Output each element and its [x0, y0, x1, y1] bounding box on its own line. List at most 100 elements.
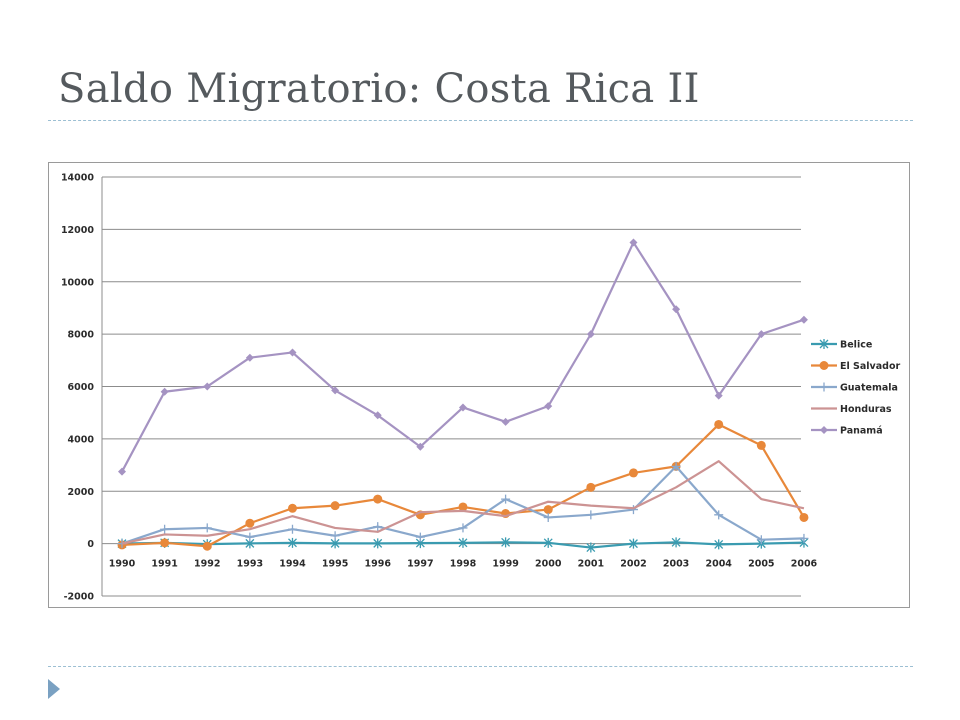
x-tick-label: 2003: [663, 559, 689, 570]
data-point: [714, 419, 724, 429]
data-point: [245, 532, 255, 542]
data-point: [628, 468, 638, 478]
data-point: [287, 524, 297, 534]
data-point: [629, 538, 638, 549]
data-point: [373, 411, 382, 420]
x-tick-label: 2001: [578, 559, 604, 570]
data-point: [629, 238, 638, 247]
data-point: [287, 503, 297, 513]
legend-label: Honduras: [840, 404, 892, 415]
data-point: [160, 387, 169, 396]
data-point: [203, 382, 212, 391]
y-tick-label: 2000: [68, 487, 95, 498]
data-point: [160, 524, 170, 534]
data-point: [756, 440, 766, 450]
series-line: [121, 241, 805, 473]
x-tick-label: 1992: [194, 559, 220, 570]
title-divider: [48, 120, 913, 121]
legend-marker: [819, 361, 829, 370]
series-honduras: [121, 460, 805, 545]
x-tick-label: 1993: [237, 559, 263, 570]
data-point: [799, 533, 809, 543]
x-tick-label: 2005: [748, 559, 774, 570]
data-point: [330, 531, 340, 541]
legend-label: Guatemala: [840, 383, 898, 394]
legend-entry: El Salvador: [811, 361, 900, 372]
x-tick-label: 1991: [151, 559, 177, 570]
data-point: [331, 386, 340, 395]
y-tick-label: 0: [87, 539, 94, 550]
x-tick-label: 1996: [365, 559, 392, 570]
data-point: [202, 523, 212, 533]
data-point: [543, 505, 553, 515]
legend: Belice El Salvador Guatemala Honduras Panamá: [811, 339, 900, 437]
legend-marker: [820, 426, 828, 434]
x-tick-label: 2006: [791, 559, 818, 570]
data-point: [288, 348, 297, 357]
legend-marker: [819, 382, 829, 392]
x-tick-label: 2004: [705, 559, 732, 570]
slide-title: Saldo Migratorio: Costa Rica II: [58, 66, 700, 112]
data-point: [757, 330, 766, 339]
data-point: [245, 518, 255, 528]
data-point: [671, 537, 681, 548]
data-point: [373, 538, 383, 549]
data-point: [544, 402, 553, 411]
data-point: [245, 353, 254, 362]
x-tick-label: 2000: [535, 559, 562, 570]
data-point: [501, 417, 510, 426]
x-tick-label: 1998: [450, 559, 477, 570]
data-point: [714, 539, 724, 550]
data-point: [501, 537, 511, 548]
series-lines: [117, 238, 809, 553]
series-line: [121, 460, 805, 545]
data-point: [543, 512, 553, 522]
data-point: [202, 541, 212, 551]
x-tick-label: 1995: [322, 559, 348, 570]
data-point: [288, 537, 297, 548]
data-point: [628, 505, 638, 515]
chart-frame: -2000 0 2000 4000 6000 8000 10000 12000 14000 19…: [48, 162, 910, 608]
bullet-arrow-icon: [48, 679, 60, 699]
data-point: [458, 403, 467, 412]
footer-divider: [48, 666, 913, 667]
legend-entry: Honduras: [811, 404, 892, 415]
data-point: [799, 315, 808, 324]
data-point: [586, 482, 596, 492]
data-point: [714, 510, 724, 520]
data-point: [415, 532, 425, 542]
y-tick-label: 8000: [68, 330, 95, 341]
legend-entry: Panamá: [811, 426, 883, 437]
x-tick-label: 1999: [492, 559, 518, 570]
series-guatemala: [117, 461, 809, 549]
y-tick-label: 6000: [68, 382, 95, 393]
data-point: [373, 494, 383, 504]
data-point: [586, 330, 595, 339]
data-point: [586, 510, 596, 520]
y-tick-label: 12000: [61, 225, 94, 236]
data-point: [672, 305, 681, 314]
data-point: [373, 522, 383, 532]
x-tick-label: 1997: [407, 559, 433, 570]
x-tick-label: 2002: [620, 559, 646, 570]
line-chart: -2000 0 2000 4000 6000 8000 10000 12000 14000 19…: [61, 173, 901, 603]
data-point: [458, 502, 468, 512]
data-point: [160, 538, 170, 548]
y-tick-label: -2000: [64, 592, 95, 603]
data-point: [458, 537, 468, 548]
data-point: [416, 442, 425, 451]
data-point: [799, 512, 809, 522]
data-point: [756, 535, 766, 545]
data-point: [501, 494, 511, 504]
data-point: [714, 391, 723, 400]
legend-entry: Guatemala: [811, 382, 898, 394]
legend-marker: [819, 339, 829, 349]
x-tick-label: 1994: [279, 559, 306, 570]
y-tick-label: 4000: [68, 434, 95, 445]
x-tick-label: 1990: [109, 559, 136, 570]
data-point: [330, 501, 340, 511]
series-panam-: [118, 238, 808, 476]
data-point: [543, 537, 553, 548]
legend-label: El Salvador: [840, 361, 900, 372]
legend-entry: Belice: [811, 339, 872, 351]
